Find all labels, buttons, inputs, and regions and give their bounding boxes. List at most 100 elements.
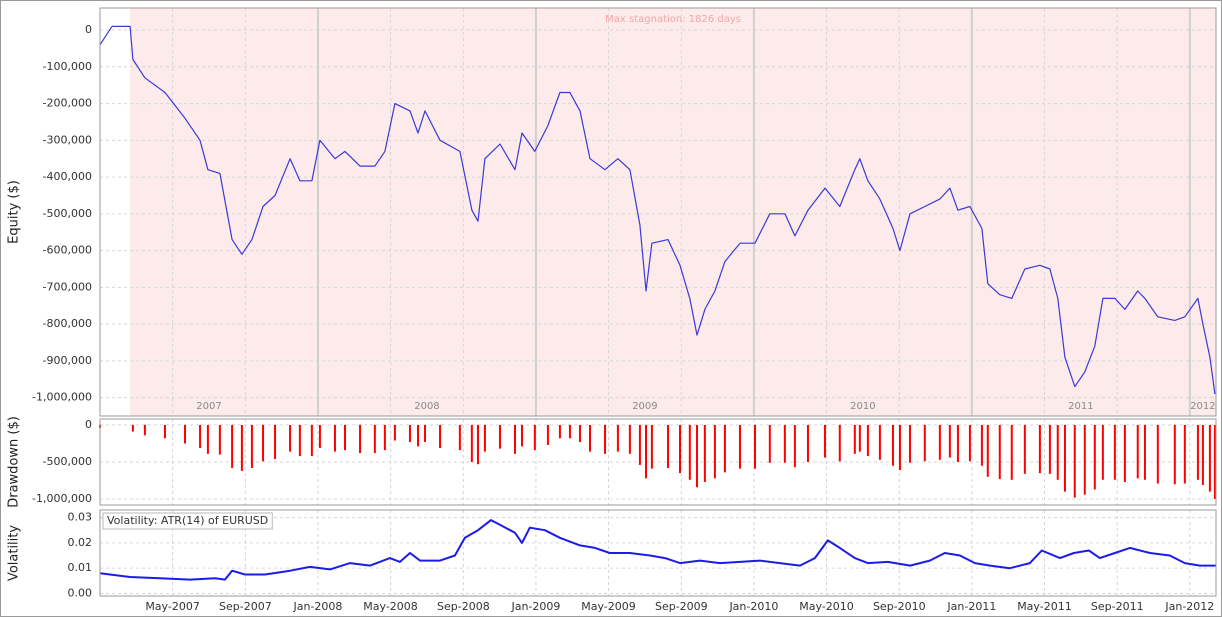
bar <box>1056 424 1059 480</box>
bar <box>498 424 501 449</box>
bar <box>1093 424 1096 490</box>
x-tick-label: Jan-2008 <box>293 600 343 613</box>
bar <box>1113 424 1116 480</box>
x-tick-label: May-2010 <box>799 600 854 613</box>
year-label: 2007 <box>196 401 221 412</box>
panel-border <box>99 418 1217 506</box>
bar <box>240 424 243 471</box>
bar <box>343 424 346 451</box>
y-tick-label: -1,000,000 <box>32 492 92 505</box>
x-tick-label: Jan-2012 <box>1164 600 1214 613</box>
legend-label: Volatility: ATR(14) of EURUSD <box>107 514 268 527</box>
y-tick-label: -300,000 <box>43 133 92 146</box>
bar <box>986 424 989 477</box>
bar <box>688 424 691 480</box>
x-tick-label: Sep-2010 <box>873 600 926 613</box>
bar <box>546 424 549 445</box>
y-tick-label: 0.01 <box>68 561 93 574</box>
bar <box>1208 424 1211 492</box>
x-tick-label: Jan-2010 <box>728 600 778 613</box>
bar <box>866 424 869 457</box>
bar <box>713 424 716 479</box>
bar <box>131 424 134 432</box>
bar <box>310 424 313 457</box>
bar <box>628 424 631 454</box>
bar <box>218 424 221 455</box>
x-tick-label: Sep-2009 <box>655 600 708 613</box>
bar <box>878 424 881 460</box>
y-tick-label: 0 <box>85 418 92 431</box>
y-tick-label: -600,000 <box>43 244 92 257</box>
bar <box>650 424 653 469</box>
bar <box>1083 424 1086 495</box>
bar <box>393 424 396 441</box>
bar <box>423 424 426 442</box>
bar <box>206 424 209 454</box>
y-tick-label: -200,000 <box>43 97 92 110</box>
bar <box>359 424 362 454</box>
bar <box>520 424 523 447</box>
year-label: 2011 <box>1068 401 1093 412</box>
bar <box>318 424 321 448</box>
bar <box>1063 424 1066 492</box>
bar <box>723 424 726 473</box>
bar <box>333 424 336 452</box>
bar <box>793 424 796 468</box>
bar <box>753 424 756 469</box>
y-tick-label: -500,000 <box>43 455 92 468</box>
bar <box>783 424 786 463</box>
bar <box>1183 424 1186 484</box>
bar <box>588 424 591 452</box>
bar <box>1023 424 1026 474</box>
x-tick-label: May-2009 <box>581 600 636 613</box>
bar <box>1101 424 1104 480</box>
y-tick-label: 0.00 <box>68 586 93 599</box>
bar <box>891 424 894 466</box>
bar <box>1073 424 1076 498</box>
x-tick-label: Jan-2011 <box>946 600 996 613</box>
legend-box <box>102 512 273 530</box>
bar <box>262 424 265 462</box>
bar <box>908 424 911 463</box>
bar <box>163 424 166 439</box>
bar <box>1156 424 1159 484</box>
bar <box>1038 424 1041 474</box>
bar <box>1196 424 1199 480</box>
x-tick-label: Sep-2008 <box>437 600 490 613</box>
y-tick-label: -1,000,000 <box>32 391 92 404</box>
bar <box>696 424 699 488</box>
bar <box>373 424 376 454</box>
bar <box>1143 424 1146 480</box>
bar <box>1173 424 1176 485</box>
x-tick-label: Sep-2007 <box>219 600 272 613</box>
legend: Volatility: ATR(14) of EURUSD <box>102 512 273 530</box>
bar <box>568 424 571 439</box>
y-axis-title: Equity ($) <box>7 180 22 244</box>
bar <box>806 424 809 462</box>
panel-border <box>99 7 1217 417</box>
bar <box>1048 424 1051 474</box>
y-axis-title: Volatility <box>7 525 22 581</box>
bar <box>383 424 386 451</box>
y-tick-label: -700,000 <box>43 280 92 293</box>
y-tick-label: 0.03 <box>68 511 93 524</box>
bar <box>1201 424 1204 485</box>
plot-area <box>100 510 1216 596</box>
year-label: 2008 <box>414 401 439 412</box>
bar <box>250 424 253 468</box>
bar <box>948 424 951 458</box>
bar <box>823 424 826 458</box>
bar <box>417 424 420 447</box>
bar <box>645 424 648 479</box>
bar <box>439 424 442 448</box>
bar <box>703 424 706 483</box>
stagnation-region <box>130 8 1216 416</box>
bar <box>923 424 926 462</box>
bar <box>1213 424 1216 500</box>
year-label: 2010 <box>850 401 875 412</box>
bar <box>289 424 292 452</box>
bar <box>667 424 670 468</box>
bar <box>980 424 983 466</box>
x-tick-label: May-2008 <box>363 600 418 613</box>
bar <box>604 424 607 454</box>
